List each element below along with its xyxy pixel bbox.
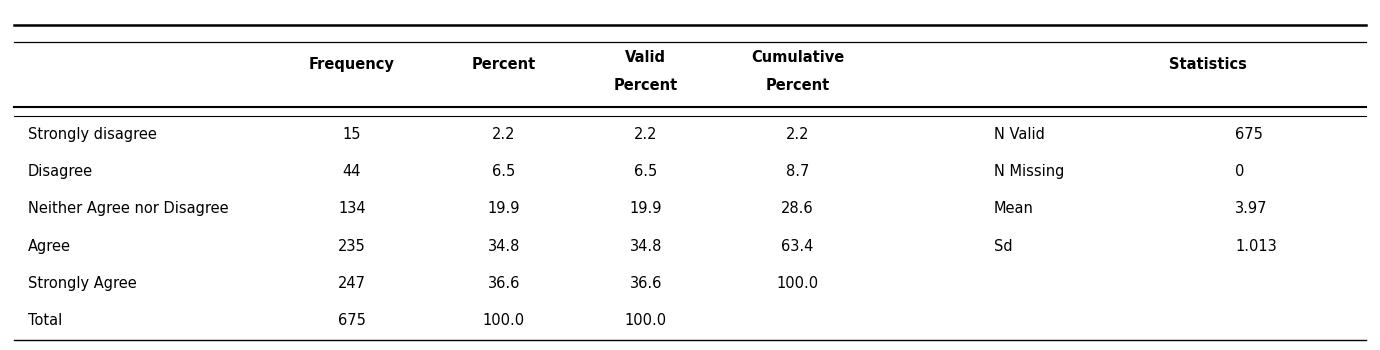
Text: 2.2: 2.2 xyxy=(785,127,810,142)
Text: 34.8: 34.8 xyxy=(487,239,520,254)
Text: Neither Agree nor Disagree: Neither Agree nor Disagree xyxy=(28,201,228,216)
Text: 0: 0 xyxy=(1235,164,1245,179)
Text: Percent: Percent xyxy=(766,78,829,93)
Text: Agree: Agree xyxy=(28,239,70,254)
Text: Mean: Mean xyxy=(994,201,1034,216)
Text: 100.0: 100.0 xyxy=(625,313,667,328)
Text: Frequency: Frequency xyxy=(309,57,395,72)
Text: 19.9: 19.9 xyxy=(629,201,662,216)
Text: Statistics: Statistics xyxy=(1169,57,1246,72)
Text: 28.6: 28.6 xyxy=(781,201,814,216)
Text: 34.8: 34.8 xyxy=(629,239,662,254)
Text: Total: Total xyxy=(28,313,62,328)
Text: Sd: Sd xyxy=(994,239,1012,254)
Text: 134: 134 xyxy=(338,201,366,216)
Text: 6.5: 6.5 xyxy=(635,164,657,179)
Text: 6.5: 6.5 xyxy=(493,164,515,179)
Text: Disagree: Disagree xyxy=(28,164,92,179)
Text: 675: 675 xyxy=(338,313,366,328)
Text: 2.2: 2.2 xyxy=(633,127,658,142)
Text: N Valid: N Valid xyxy=(994,127,1045,142)
Text: Strongly Agree: Strongly Agree xyxy=(28,276,137,291)
Text: 235: 235 xyxy=(338,239,366,254)
Text: 247: 247 xyxy=(338,276,366,291)
Text: 36.6: 36.6 xyxy=(487,276,520,291)
Text: 100.0: 100.0 xyxy=(777,276,818,291)
Text: 675: 675 xyxy=(1235,127,1263,142)
Text: 8.7: 8.7 xyxy=(787,164,809,179)
Text: 36.6: 36.6 xyxy=(629,276,662,291)
Text: N Missing: N Missing xyxy=(994,164,1064,179)
Text: 19.9: 19.9 xyxy=(487,201,520,216)
Text: 15: 15 xyxy=(342,127,362,142)
Text: 63.4: 63.4 xyxy=(781,239,814,254)
Text: Cumulative: Cumulative xyxy=(751,50,845,65)
Text: 100.0: 100.0 xyxy=(483,313,524,328)
Text: Valid: Valid xyxy=(625,50,667,65)
Text: 2.2: 2.2 xyxy=(491,127,516,142)
Text: Percent: Percent xyxy=(472,57,535,72)
Text: 3.97: 3.97 xyxy=(1235,201,1268,216)
Text: Percent: Percent xyxy=(614,78,678,93)
Text: 1.013: 1.013 xyxy=(1235,239,1277,254)
Text: 44: 44 xyxy=(342,164,362,179)
Text: Strongly disagree: Strongly disagree xyxy=(28,127,156,142)
